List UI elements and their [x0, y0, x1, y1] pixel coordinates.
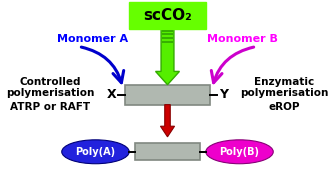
Text: Controlled: Controlled	[20, 77, 81, 87]
FancyArrow shape	[160, 105, 175, 137]
Text: Enzymatic: Enzymatic	[255, 77, 315, 87]
FancyBboxPatch shape	[135, 143, 200, 160]
Text: X: X	[107, 88, 117, 101]
Ellipse shape	[62, 140, 129, 164]
Text: Poly(B): Poly(B)	[219, 147, 260, 157]
Text: Poly(A): Poly(A)	[75, 147, 116, 157]
Text: ATRP or RAFT: ATRP or RAFT	[10, 102, 90, 112]
FancyBboxPatch shape	[125, 85, 210, 105]
FancyBboxPatch shape	[130, 2, 205, 29]
Text: Y: Y	[219, 88, 228, 101]
Text: Monomer A: Monomer A	[57, 34, 128, 44]
FancyArrow shape	[155, 29, 180, 85]
Text: polymerisation: polymerisation	[6, 88, 94, 98]
Text: Monomer B: Monomer B	[207, 34, 278, 44]
Text: scCO₂: scCO₂	[143, 8, 192, 23]
Text: polymerisation: polymerisation	[241, 88, 329, 98]
Ellipse shape	[206, 140, 273, 164]
Text: eROP: eROP	[269, 102, 300, 112]
